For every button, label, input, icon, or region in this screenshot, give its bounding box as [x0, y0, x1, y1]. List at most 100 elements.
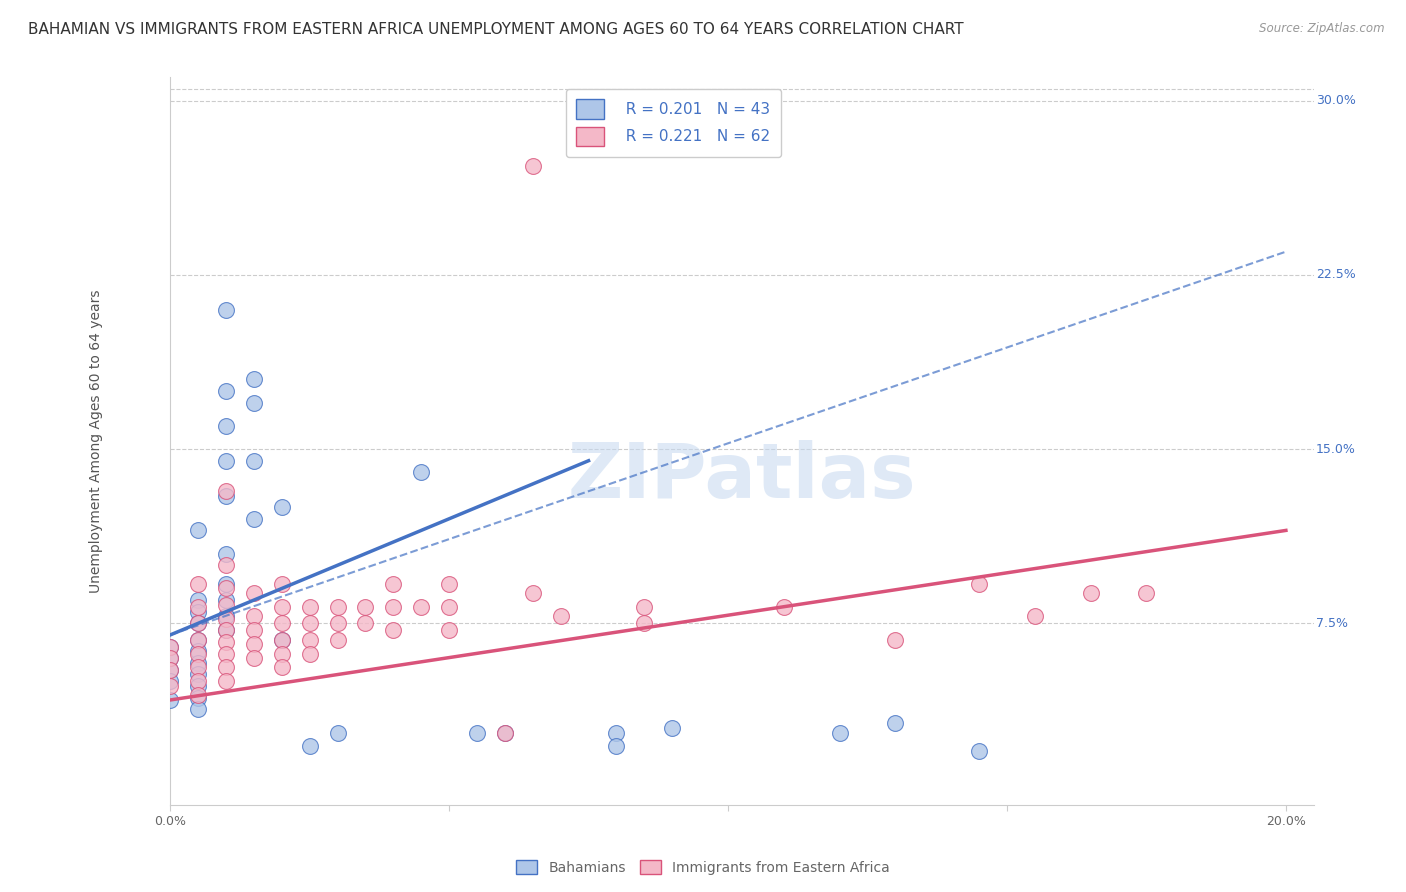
Point — [550, 609, 572, 624]
Point — [522, 586, 544, 600]
Point — [494, 725, 516, 739]
Point — [298, 739, 321, 754]
Point — [326, 600, 349, 615]
Point — [215, 454, 238, 468]
Point — [187, 660, 209, 674]
Point — [215, 489, 238, 503]
Text: Source: ZipAtlas.com: Source: ZipAtlas.com — [1260, 22, 1385, 36]
Point — [270, 577, 292, 591]
Point — [605, 725, 627, 739]
Point — [522, 159, 544, 173]
Point — [187, 656, 209, 670]
Point — [1080, 586, 1102, 600]
Text: BAHAMIAN VS IMMIGRANTS FROM EASTERN AFRICA UNEMPLOYMENT AMONG AGES 60 TO 64 YEAR: BAHAMIAN VS IMMIGRANTS FROM EASTERN AFRI… — [28, 22, 963, 37]
Point — [1024, 609, 1046, 624]
Point — [298, 647, 321, 661]
Point — [159, 640, 181, 654]
Point — [187, 667, 209, 681]
Point — [828, 725, 851, 739]
Point — [411, 600, 433, 615]
Point — [215, 660, 238, 674]
Point — [298, 616, 321, 631]
Point — [187, 600, 209, 615]
Point — [215, 624, 238, 638]
Point — [772, 600, 794, 615]
Point — [243, 624, 266, 638]
Point — [270, 600, 292, 615]
Point — [270, 632, 292, 647]
Point — [465, 725, 488, 739]
Point — [187, 647, 209, 661]
Point — [270, 647, 292, 661]
Point — [326, 616, 349, 631]
Point — [187, 644, 209, 658]
Point — [326, 632, 349, 647]
Point — [605, 739, 627, 754]
Point — [187, 632, 209, 647]
Point — [270, 616, 292, 631]
Point — [270, 632, 292, 647]
Point — [187, 616, 209, 631]
Text: 7.5%: 7.5% — [1316, 617, 1348, 630]
Point — [187, 689, 209, 703]
Point — [187, 679, 209, 693]
Point — [437, 624, 460, 638]
Point — [159, 674, 181, 689]
Point — [187, 605, 209, 619]
Point — [633, 600, 655, 615]
Point — [187, 674, 209, 689]
Text: Unemployment Among Ages 60 to 64 years: Unemployment Among Ages 60 to 64 years — [89, 289, 103, 592]
Text: 15.0%: 15.0% — [1316, 442, 1355, 456]
Point — [243, 372, 266, 386]
Point — [215, 609, 238, 624]
Point — [243, 395, 266, 409]
Point — [1135, 586, 1157, 600]
Point — [411, 466, 433, 480]
Text: ZIPatlas: ZIPatlas — [568, 441, 917, 515]
Point — [215, 674, 238, 689]
Point — [215, 593, 238, 607]
Point — [967, 744, 990, 758]
Point — [633, 616, 655, 631]
Point — [243, 609, 266, 624]
Point — [354, 600, 377, 615]
Point — [298, 632, 321, 647]
Point — [354, 616, 377, 631]
Point — [382, 624, 405, 638]
Point — [967, 577, 990, 591]
Point — [159, 663, 181, 677]
Point — [215, 635, 238, 649]
Point — [243, 637, 266, 651]
Point — [159, 651, 181, 665]
Point — [159, 663, 181, 677]
Point — [382, 600, 405, 615]
Point — [187, 702, 209, 716]
Point — [243, 454, 266, 468]
Point — [159, 640, 181, 654]
Point — [159, 651, 181, 665]
Point — [215, 647, 238, 661]
Point — [437, 600, 460, 615]
Point — [215, 558, 238, 573]
Point — [215, 547, 238, 561]
Point — [187, 690, 209, 705]
Point — [661, 721, 683, 735]
Point — [298, 600, 321, 615]
Point — [187, 577, 209, 591]
Point — [243, 586, 266, 600]
Point — [270, 500, 292, 515]
Legend: Bahamians, Immigrants from Eastern Africa: Bahamians, Immigrants from Eastern Afric… — [510, 855, 896, 880]
Point — [159, 679, 181, 693]
Point — [215, 418, 238, 433]
Point — [884, 716, 907, 731]
Point — [215, 302, 238, 317]
Point — [243, 651, 266, 665]
Point — [215, 483, 238, 498]
Point — [215, 384, 238, 398]
Point — [884, 632, 907, 647]
Point — [215, 612, 238, 626]
Point — [270, 660, 292, 674]
Point — [187, 632, 209, 647]
Point — [187, 593, 209, 607]
Point — [578, 136, 600, 150]
